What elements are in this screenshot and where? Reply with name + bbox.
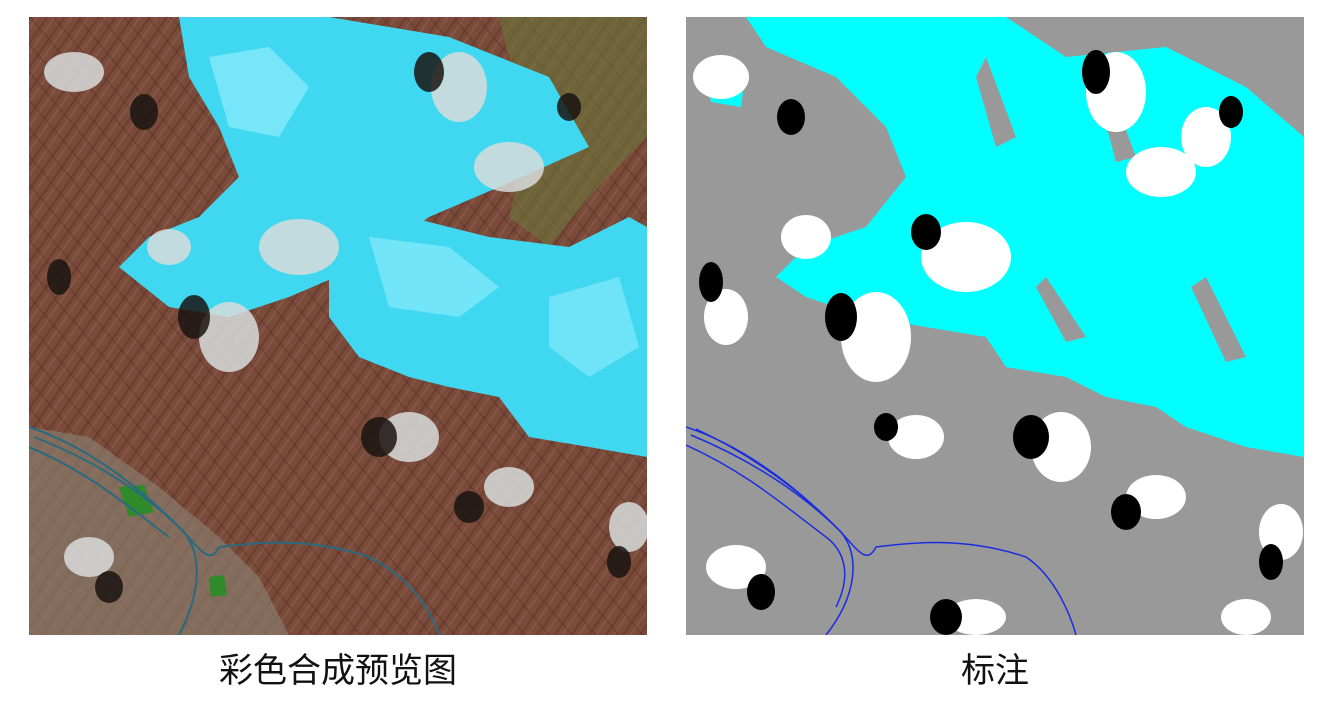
cloud-shadows-preview: [47, 52, 631, 603]
caption-annotation: 标注: [961, 651, 1029, 691]
ice-highlight: [209, 47, 309, 137]
ice-highlight: [369, 237, 499, 317]
green-fields: [119, 485, 227, 597]
annotation-label-map: [686, 17, 1304, 635]
ice-highlight: [549, 277, 639, 377]
caption-color-composite: 彩色合成预览图: [219, 651, 457, 691]
clouds-preview: [44, 52, 647, 577]
water-river-label: [686, 426, 1077, 635]
river-preview: [29, 426, 440, 635]
cloud-shadow-labels: [699, 50, 1283, 635]
cloud-labels: [693, 52, 1303, 635]
snow-ice-label: [746, 17, 1304, 457]
color-composite-preview-image: [29, 17, 647, 635]
